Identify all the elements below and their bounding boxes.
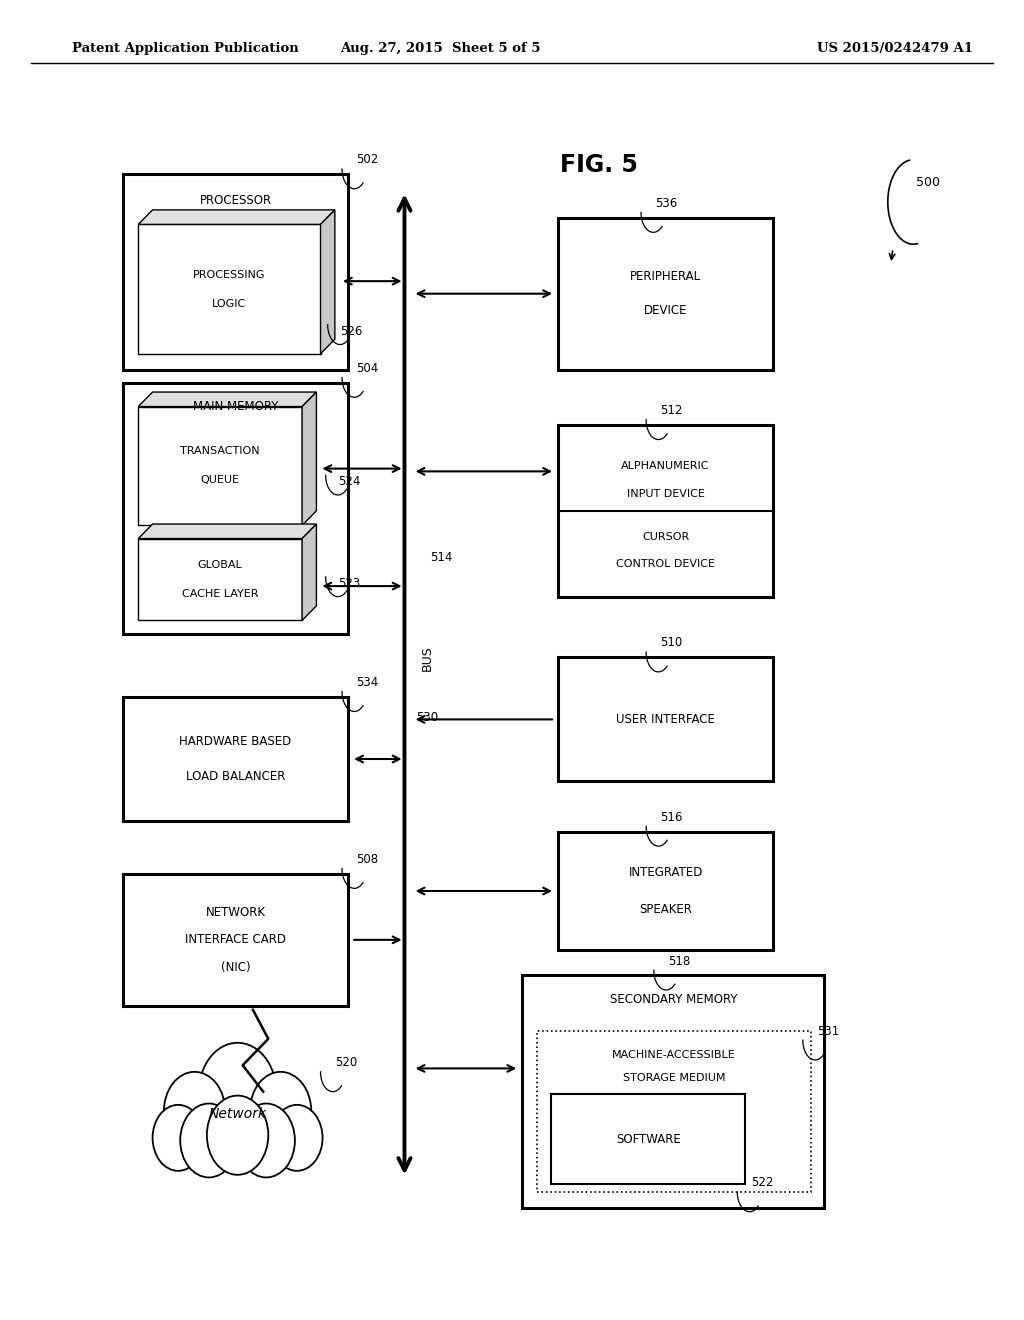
- Text: LOAD BALANCER: LOAD BALANCER: [185, 770, 286, 783]
- Text: (NIC): (NIC): [221, 961, 250, 974]
- Bar: [123, 697, 348, 821]
- Text: Aug. 27, 2015  Sheet 5 of 5: Aug. 27, 2015 Sheet 5 of 5: [340, 42, 541, 55]
- Bar: [558, 657, 773, 781]
- Bar: [138, 539, 302, 620]
- Text: 518: 518: [668, 954, 690, 968]
- Text: 504: 504: [356, 362, 379, 375]
- Text: LOGIC: LOGIC: [212, 298, 247, 309]
- Text: TRANSACTION: TRANSACTION: [180, 446, 260, 457]
- Bar: [558, 832, 773, 950]
- Circle shape: [180, 1104, 238, 1177]
- Text: 524: 524: [338, 475, 360, 488]
- Text: CONTROL DEVICE: CONTROL DEVICE: [616, 560, 715, 569]
- Text: 502: 502: [356, 153, 379, 166]
- Circle shape: [238, 1104, 295, 1177]
- Bar: [558, 425, 773, 597]
- Text: 526: 526: [340, 325, 362, 338]
- Circle shape: [199, 1043, 276, 1143]
- Text: 512: 512: [660, 404, 683, 417]
- Text: 510: 510: [660, 636, 683, 649]
- Text: 522: 522: [752, 1176, 774, 1189]
- Text: 534: 534: [356, 676, 379, 689]
- Polygon shape: [138, 392, 316, 407]
- Bar: [138, 224, 321, 354]
- Bar: [537, 1031, 811, 1192]
- Text: CURSOR: CURSOR: [642, 532, 689, 541]
- Bar: [558, 218, 773, 370]
- Text: PROCESSING: PROCESSING: [194, 269, 265, 280]
- Bar: [123, 174, 348, 370]
- Text: SPEAKER: SPEAKER: [639, 903, 692, 916]
- Text: 520: 520: [335, 1056, 357, 1069]
- Text: MAIN MEMORY: MAIN MEMORY: [193, 400, 279, 413]
- Polygon shape: [138, 524, 316, 539]
- Bar: [138, 407, 302, 525]
- Text: 516: 516: [660, 810, 683, 824]
- Text: SECONDARY MEMORY: SECONDARY MEMORY: [609, 993, 737, 1006]
- Polygon shape: [302, 392, 316, 525]
- Text: DEVICE: DEVICE: [644, 305, 687, 317]
- Text: CACHE LAYER: CACHE LAYER: [182, 589, 258, 599]
- Circle shape: [271, 1105, 323, 1171]
- Circle shape: [153, 1105, 204, 1171]
- Text: NETWORK: NETWORK: [206, 906, 265, 919]
- Bar: [123, 874, 348, 1006]
- Text: 536: 536: [655, 197, 678, 210]
- Polygon shape: [302, 524, 316, 620]
- Text: FIG. 5: FIG. 5: [560, 153, 638, 177]
- Bar: [123, 383, 348, 634]
- Circle shape: [250, 1072, 311, 1151]
- Text: MACHINE-ACCESSIBLE: MACHINE-ACCESSIBLE: [612, 1049, 735, 1060]
- Text: PERIPHERAL: PERIPHERAL: [630, 271, 701, 282]
- Text: HARDWARE BASED: HARDWARE BASED: [179, 735, 292, 748]
- Text: USER INTERFACE: USER INTERFACE: [616, 713, 715, 726]
- Polygon shape: [138, 210, 335, 224]
- Text: 530: 530: [416, 711, 438, 723]
- Bar: [551, 1094, 745, 1184]
- Text: Patent Application Publication: Patent Application Publication: [72, 42, 298, 55]
- Text: 508: 508: [356, 853, 379, 866]
- Text: STORAGE MEDIUM: STORAGE MEDIUM: [623, 1073, 725, 1084]
- Text: INTEGRATED: INTEGRATED: [629, 866, 702, 879]
- Text: 523: 523: [338, 577, 360, 590]
- Text: GLOBAL: GLOBAL: [198, 560, 243, 570]
- Text: SOFTWARE: SOFTWARE: [615, 1133, 681, 1146]
- Text: ALPHANUMERIC: ALPHANUMERIC: [622, 461, 710, 471]
- Text: QUEUE: QUEUE: [201, 475, 240, 486]
- Circle shape: [164, 1072, 225, 1151]
- Bar: [522, 975, 824, 1208]
- Text: INTERFACE CARD: INTERFACE CARD: [185, 933, 286, 946]
- Text: Network: Network: [209, 1107, 266, 1121]
- Text: PROCESSOR: PROCESSOR: [200, 194, 271, 207]
- Polygon shape: [321, 210, 335, 354]
- Text: INPUT DEVICE: INPUT DEVICE: [627, 488, 705, 499]
- Text: 514: 514: [430, 550, 453, 564]
- Text: 531: 531: [817, 1024, 840, 1038]
- Text: 500: 500: [916, 176, 940, 189]
- Text: US 2015/0242479 A1: US 2015/0242479 A1: [817, 42, 973, 55]
- Circle shape: [207, 1096, 268, 1175]
- Text: BUS: BUS: [421, 645, 433, 671]
